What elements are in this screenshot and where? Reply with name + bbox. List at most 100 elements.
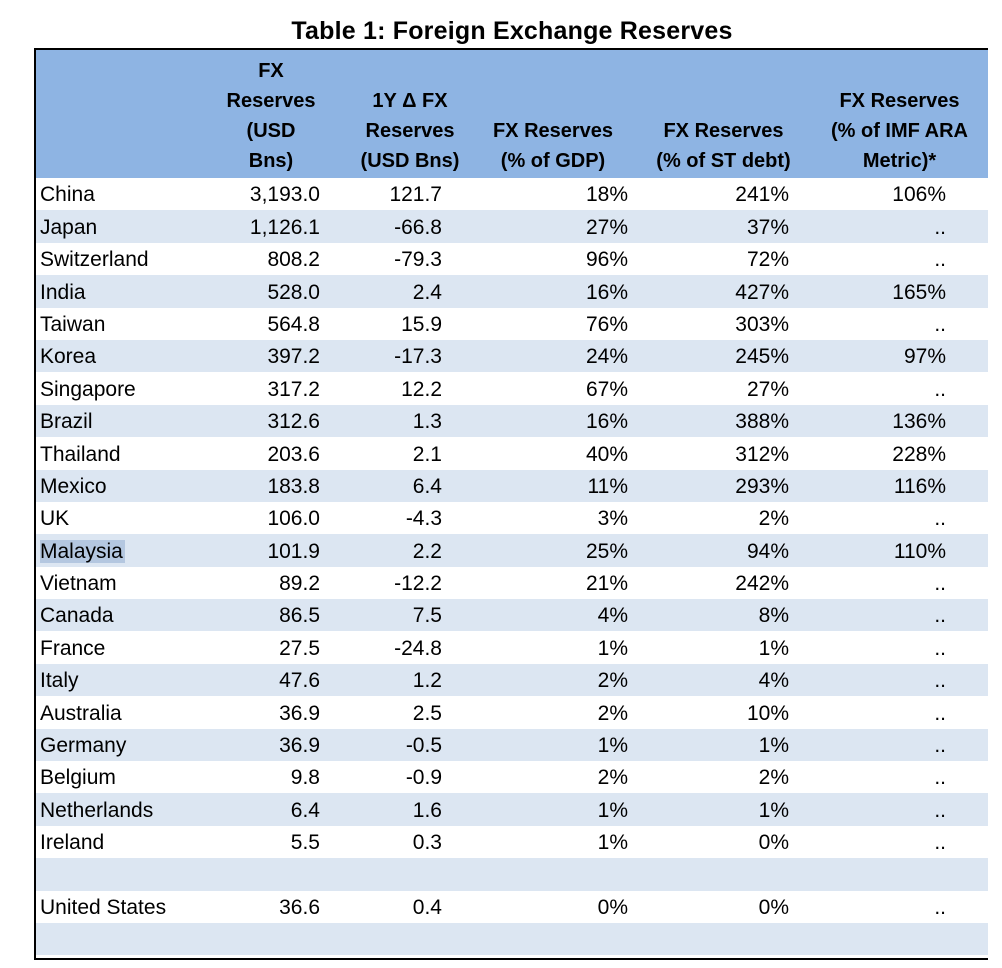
value-cell[interactable]: 0% (628, 890, 811, 923)
value-cell[interactable]: 203.6 (192, 437, 320, 470)
value-cell[interactable]: 8% (628, 599, 811, 632)
country-cell[interactable]: Mexico (36, 469, 192, 502)
value-cell[interactable]: 1% (628, 631, 811, 664)
value-cell[interactable]: 5.5 (192, 825, 320, 859)
value-cell[interactable]: 2.1 (320, 437, 478, 470)
value-cell[interactable]: 183.8 (192, 469, 320, 502)
value-cell[interactable]: 116% (811, 469, 988, 502)
value-cell[interactable]: 136% (811, 404, 988, 438)
value-cell[interactable]: 1% (478, 631, 628, 664)
value-cell[interactable]: .. (811, 242, 988, 276)
value-cell[interactable]: .. (811, 307, 988, 340)
value-cell[interactable]: 427% (628, 275, 811, 308)
value-cell[interactable]: 7.5 (320, 599, 478, 632)
value-cell[interactable]: 2% (478, 696, 628, 729)
value-cell[interactable]: 0% (628, 825, 811, 859)
value-cell[interactable]: 528.0 (192, 275, 320, 308)
value-cell[interactable]: 27% (478, 210, 628, 243)
value-cell[interactable]: 10% (628, 696, 811, 729)
value-cell[interactable]: .. (811, 696, 988, 729)
value-cell[interactable]: 71.9 (320, 955, 478, 958)
value-cell[interactable]: 101.9 (192, 534, 320, 567)
country-cell[interactable]: China (36, 178, 192, 211)
value-cell[interactable]: 89.2 (192, 566, 320, 600)
value-cell[interactable] (628, 858, 811, 891)
value-cell[interactable]: 12,048.5 (192, 955, 320, 958)
value-cell[interactable]: 3,193.0 (192, 178, 320, 211)
value-cell[interactable]: .. (811, 955, 988, 958)
value-cell[interactable]: 36.6 (192, 890, 320, 923)
value-cell[interactable]: 312% (628, 437, 811, 470)
value-cell[interactable]: 2.5 (320, 696, 478, 729)
value-cell[interactable]: 12.2 (320, 372, 478, 405)
value-cell[interactable]: .. (811, 631, 988, 664)
value-cell[interactable]: 16% (478, 404, 628, 438)
country-cell[interactable]: Australia (36, 696, 192, 729)
value-cell[interactable]: 2.2 (320, 534, 478, 567)
value-cell[interactable]: 245% (628, 339, 811, 373)
value-cell[interactable]: 76% (478, 307, 628, 340)
value-cell[interactable]: 0.4 (320, 890, 478, 923)
value-cell[interactable]: -0.5 (320, 728, 478, 762)
value-cell[interactable]: 106% (811, 178, 988, 211)
country-cell[interactable]: UK (36, 501, 192, 535)
value-cell[interactable]: 1% (478, 825, 628, 859)
value-cell[interactable]: .. (811, 566, 988, 600)
value-cell[interactable]: -66.8 (320, 210, 478, 243)
value-cell[interactable]: 16% (478, 275, 628, 308)
country-cell[interactable] (36, 858, 192, 891)
value-cell[interactable] (811, 922, 988, 956)
country-cell[interactable]: France (36, 631, 192, 664)
value-cell[interactable]: 1% (628, 793, 811, 826)
value-cell[interactable]: 1.3 (320, 404, 478, 438)
value-cell[interactable]: 96% (478, 242, 628, 276)
value-cell[interactable]: .. (811, 825, 988, 859)
value-cell[interactable]: 11% (478, 469, 628, 502)
value-cell[interactable]: 0% (478, 890, 628, 923)
value-cell[interactable]: 1% (478, 793, 628, 826)
value-cell[interactable]: 303% (628, 307, 811, 340)
value-cell[interactable]: 2% (628, 501, 811, 535)
value-cell[interactable] (320, 858, 478, 891)
value-cell[interactable]: 1% (628, 728, 811, 762)
value-cell[interactable]: 47.6 (192, 663, 320, 697)
value-cell[interactable]: 312.6 (192, 404, 320, 438)
country-cell[interactable]: Taiwan (36, 307, 192, 340)
value-cell[interactable]: .. (811, 761, 988, 794)
value-cell[interactable]: 3% (478, 501, 628, 535)
value-cell[interactable]: -17.3 (320, 339, 478, 373)
value-cell[interactable]: -79.3 (320, 242, 478, 276)
value-cell[interactable]: 25% (478, 534, 628, 567)
country-cell[interactable]: World (36, 955, 192, 958)
value-cell[interactable]: -24.8 (320, 631, 478, 664)
value-cell[interactable]: 317.2 (192, 372, 320, 405)
value-cell[interactable]: .. (811, 728, 988, 762)
value-cell[interactable]: 67% (478, 372, 628, 405)
value-cell[interactable]: 86.5 (192, 599, 320, 632)
value-cell[interactable]: 36.9 (192, 728, 320, 762)
value-cell[interactable]: 27.5 (192, 631, 320, 664)
country-cell[interactable]: Singapore (36, 372, 192, 405)
country-cell[interactable]: Brazil (36, 404, 192, 438)
value-cell[interactable]: 564.8 (192, 307, 320, 340)
country-cell[interactable]: Netherlands (36, 793, 192, 826)
value-cell[interactable]: 165% (811, 275, 988, 308)
value-cell[interactable]: 9.8 (192, 761, 320, 794)
value-cell[interactable]: 15.9 (320, 307, 478, 340)
country-cell[interactable]: Belgium (36, 761, 192, 794)
value-cell[interactable]: 27% (628, 372, 811, 405)
value-cell[interactable]: 24% (478, 339, 628, 373)
value-cell[interactable]: 1.6 (320, 793, 478, 826)
value-cell[interactable] (192, 858, 320, 891)
country-cell[interactable]: Germany (36, 728, 192, 762)
country-cell[interactable]: India (36, 275, 192, 308)
country-cell[interactable]: Malaysia (36, 534, 192, 567)
value-cell[interactable]: .. (811, 793, 988, 826)
value-cell[interactable] (320, 922, 478, 956)
value-cell[interactable]: 21% (478, 566, 628, 600)
value-cell[interactable]: 18% (478, 178, 628, 211)
country-cell[interactable]: Korea (36, 339, 192, 373)
value-cell[interactable]: 97% (811, 339, 988, 373)
column-header-0[interactable] (36, 50, 192, 178)
value-cell[interactable]: .. (811, 501, 988, 535)
